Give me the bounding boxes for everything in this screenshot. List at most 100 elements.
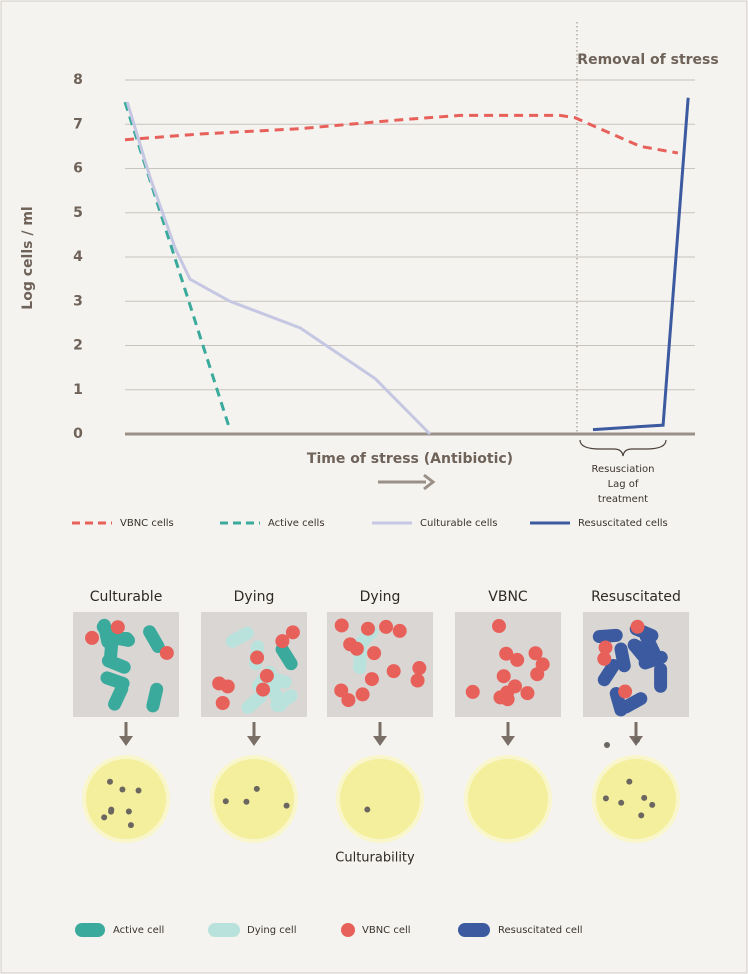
cell: [360, 621, 375, 636]
cell: [220, 679, 235, 694]
series-line: [592, 97, 690, 432]
series-line: [123, 101, 232, 431]
legend-swatch: [341, 923, 355, 937]
cell: [343, 637, 358, 652]
petri-dish: [336, 755, 424, 843]
cell: [619, 692, 648, 714]
petri-dish: [592, 755, 680, 843]
colony: [108, 806, 115, 813]
colony: [283, 802, 290, 809]
cell: [105, 630, 136, 647]
cell: [379, 619, 394, 634]
series-line: [124, 113, 679, 155]
colony: [364, 806, 371, 813]
panel-title: Resuscitated: [591, 589, 681, 605]
cell: [364, 672, 379, 687]
colony: [638, 812, 645, 819]
arrow-head: [423, 473, 436, 491]
cell: [110, 620, 125, 635]
cell: [250, 650, 265, 665]
cell: [225, 626, 254, 648]
cell: [597, 658, 621, 687]
cell: [592, 628, 623, 644]
colony: [649, 801, 656, 808]
y-tick-label: 3: [73, 293, 83, 309]
cell: [100, 671, 130, 690]
legend-label: VBNC cell: [362, 925, 411, 936]
arrow-head: [373, 736, 387, 746]
arrow-head: [247, 736, 261, 746]
cell: [618, 684, 633, 699]
cell: [410, 673, 425, 688]
petri-dish: [464, 755, 552, 843]
brace: [579, 439, 667, 457]
cell: [334, 618, 349, 633]
cell: [496, 669, 511, 684]
panel-title: Dying: [234, 589, 275, 605]
colony: [634, 737, 640, 743]
legend-label: Resuscitated cell: [498, 925, 583, 936]
series-line: [125, 101, 432, 436]
cell: [146, 682, 164, 713]
legend-label: VBNC cells: [120, 518, 174, 529]
cell: [638, 650, 668, 670]
colony: [253, 785, 260, 792]
colony: [119, 786, 126, 793]
annotation: Removal of stress: [577, 52, 718, 68]
colony: [222, 798, 229, 805]
cell: [507, 679, 522, 694]
cell: [499, 646, 514, 661]
panel-title: VBNC: [488, 589, 528, 605]
colony: [618, 799, 625, 806]
cell: [334, 683, 349, 698]
cell: [256, 682, 271, 697]
y-tick-label: 5: [73, 205, 83, 221]
colony: [243, 798, 250, 805]
cell: [630, 619, 645, 634]
panel-title: Dying: [360, 589, 401, 605]
y-tick-label: 7: [73, 116, 83, 132]
cell: [639, 630, 661, 659]
colony: [125, 808, 132, 815]
legend-label: Dying cell: [247, 925, 296, 936]
y-tick-label: 4: [73, 249, 83, 265]
cell: [598, 640, 613, 655]
cell: [85, 630, 100, 645]
colony: [641, 794, 648, 801]
petri-dish: [210, 755, 298, 843]
legend-label: Active cells: [268, 518, 325, 529]
cell: [510, 652, 525, 667]
panel-title: Culturable: [90, 589, 163, 605]
cell: [520, 686, 535, 701]
caption: Culturability: [335, 851, 415, 866]
cell: [275, 634, 290, 649]
legend-swatch: [208, 923, 240, 937]
cell: [355, 687, 370, 702]
y-axis-label: Log cells / ml: [20, 206, 36, 309]
legend-swatch: [458, 923, 490, 937]
y-tick-label: 0: [73, 426, 83, 442]
colony: [106, 778, 113, 785]
cell: [500, 692, 515, 707]
cell: [285, 625, 300, 640]
x-axis-label: Time of stress (Antibiotic): [307, 451, 513, 467]
annotation: treatment: [598, 494, 648, 505]
petri-dish: [82, 755, 170, 843]
cell: [143, 625, 165, 653]
cell: [341, 693, 356, 708]
y-tick-label: 2: [73, 338, 83, 354]
cell: [465, 684, 480, 699]
colony: [602, 795, 609, 802]
colony: [626, 778, 633, 785]
arrow-head: [501, 736, 515, 746]
cell: [386, 664, 401, 679]
cell: [275, 642, 298, 671]
legend-label: Resuscitated cells: [578, 518, 668, 529]
legend-swatch: [75, 923, 105, 937]
colony: [127, 822, 134, 829]
legend-label: Culturable cells: [420, 518, 497, 529]
y-tick-label: 6: [73, 161, 83, 177]
arrow-head: [119, 736, 133, 746]
cell: [654, 662, 668, 693]
